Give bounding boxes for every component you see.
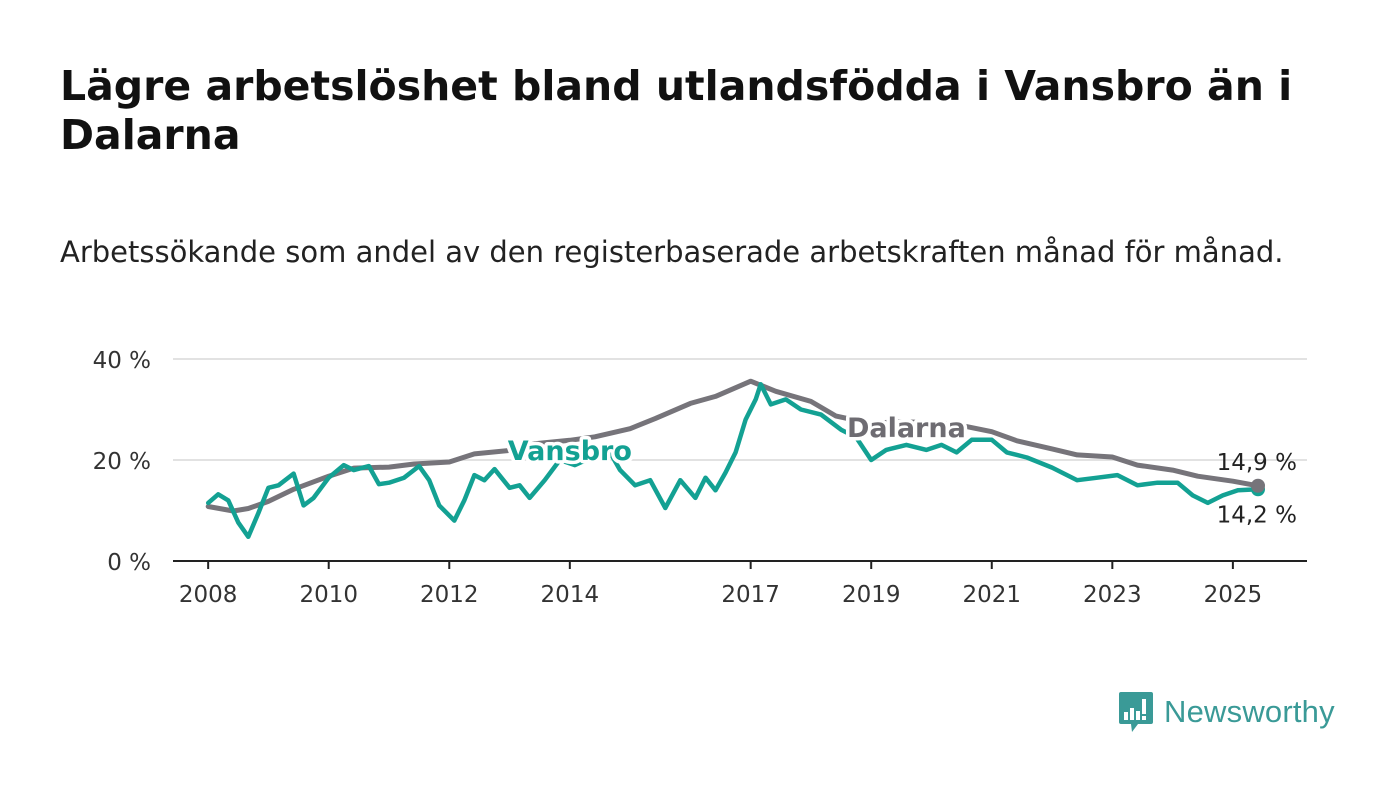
x-tick-label: 2023 [1083,582,1142,608]
x-tick-label: 2025 [1204,582,1263,608]
y-tick-label: 20 % [93,449,151,475]
newsworthy-brand: Newsworthy [1118,690,1335,734]
x-tick-label: 2012 [420,582,479,608]
series-lines [205,378,1265,540]
series-line-vansbro [205,382,1261,540]
x-tick-label: 2010 [299,582,358,608]
series-label-dalarna: Dalarna [847,413,966,444]
brand-name: Newsworthy [1164,694,1335,729]
chart-subtitle: Arbetssökande som andel av den registerb… [60,235,1284,269]
last-value-label-vansbro: 14,2 % [1217,502,1297,528]
y-tick-label: 40 % [93,348,151,374]
series-labels: Vansbro Dalarna 14,9 % 14,2 % [504,410,1297,529]
series-label-vansbro: Vansbro [508,436,632,467]
end-point-dalarna [1251,478,1265,493]
x-tick-label: 2017 [721,582,780,608]
chart-title: Lägre arbetslöshet bland utlandsfödda i … [60,62,1293,159]
series-line-dalarna [205,378,1261,514]
y-axis-ticks: 0 % 20 % 40 % [93,348,151,576]
x-tick-label: 2021 [962,582,1021,608]
x-tick-label: 2014 [541,582,600,608]
x-tick-label: 2019 [842,582,901,608]
last-value-label-dalarna: 14,9 % [1217,450,1297,476]
x-axis-ticks: 2008 2010 2012 2014 2017 2019 2021 2023 2025 [179,561,1262,608]
newsworthy-logo-icon [1119,692,1153,732]
x-tick-label: 2008 [179,582,238,608]
y-tick-label: 0 % [107,550,151,576]
